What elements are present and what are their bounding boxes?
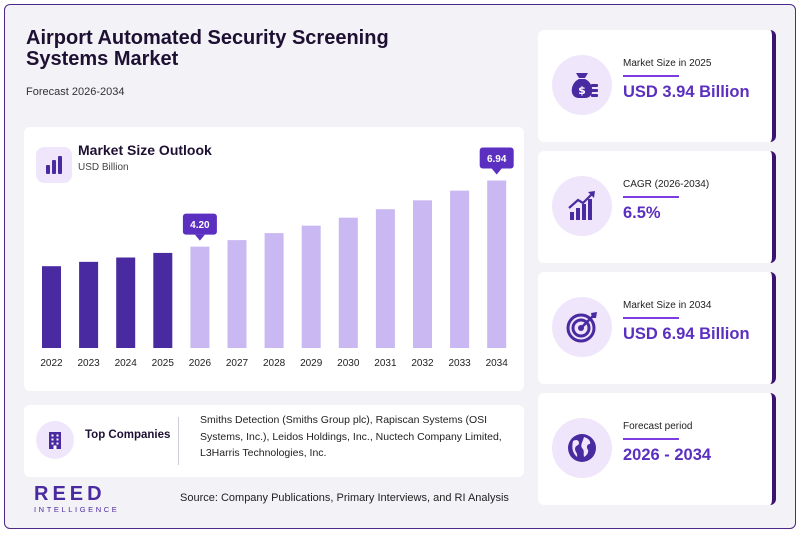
- divider: [178, 417, 179, 465]
- x-tick-label: 2032: [411, 358, 434, 369]
- value-callout-2034: 6.94: [479, 147, 514, 175]
- top-companies-label: Top Companies: [85, 429, 171, 441]
- building-icon: [36, 421, 74, 459]
- callout-box: [182, 213, 217, 235]
- kpi-card-market-size-2025: $ Market Size in 2025 USD 3.94 Billion: [538, 30, 776, 142]
- kpi-value: 2026 - 2034: [623, 446, 712, 464]
- kpi-value: USD 3.94 Billion: [623, 83, 750, 101]
- callout-box: [479, 147, 514, 169]
- globe-icon: [552, 418, 612, 478]
- x-tick-label: 2026: [189, 358, 212, 369]
- bar-2028: [264, 233, 284, 348]
- chart-unit: USD Billion: [78, 162, 129, 173]
- bar-2032: [413, 200, 432, 348]
- x-tick-label: 2029: [300, 358, 323, 369]
- money-bag-icon: $: [552, 55, 612, 115]
- x-tick-label: 2025: [152, 358, 175, 369]
- kpi-label: CAGR (2026-2034): [623, 179, 710, 190]
- page-title: Airport Automated Security Screening Sys…: [26, 27, 389, 70]
- kpi-underline: [623, 196, 679, 198]
- kpi-underline: [623, 317, 679, 319]
- value-callout-2026: 4.20: [182, 213, 217, 241]
- kpi-label: Market Size in 2034: [623, 300, 712, 311]
- chart-card: Market Size Outlook USD Billion 2022 2023…: [24, 127, 524, 391]
- top-companies-list: Smiths Detection (Smiths Group plc), Rap…: [200, 414, 502, 459]
- page-subtitle: Forecast 2026-2034: [26, 86, 125, 98]
- bar-2027: [227, 240, 247, 348]
- x-tick-label: 2028: [263, 358, 286, 369]
- target-icon: [552, 297, 612, 357]
- bar-2033: [450, 190, 470, 348]
- bar-chart: 2022 2023 2024 2025 2026 4.20 2027 2028 2029 2030…: [40, 147, 514, 369]
- bar-chart-icon: [36, 147, 72, 183]
- x-tick-label: 2024: [115, 358, 138, 369]
- kpi-card-cagr: CAGR (2026-2034) 6.5%: [538, 151, 776, 263]
- callout-pointer: [491, 168, 502, 175]
- kpi-value: 6.5%: [623, 204, 661, 222]
- x-tick-label: 2030: [337, 358, 360, 369]
- data-label: 4.20: [190, 220, 210, 231]
- kpi-card-market-size-2034: Market Size in 2034 USD 6.94 Billion: [538, 272, 776, 384]
- bar-2030: [338, 217, 358, 348]
- bar-2025: [153, 252, 173, 348]
- kpi-card-forecast-period: Forecast period 2026 - 2034: [538, 393, 776, 505]
- x-tick-label: 2031: [374, 358, 397, 369]
- callout-pointer: [194, 234, 205, 241]
- bar-2029: [301, 225, 321, 348]
- data-label: 6.94: [487, 154, 507, 165]
- kpi-value: USD 6.94 Billion: [623, 325, 750, 343]
- chart-title: Market Size Outlook: [78, 142, 212, 158]
- x-tick-label: 2034: [486, 358, 509, 369]
- svg-text:$: $: [578, 84, 586, 97]
- x-tick-label: 2027: [226, 358, 249, 369]
- x-tick-label: 2022: [40, 358, 63, 369]
- x-tick-label: 2033: [448, 358, 471, 369]
- kpi-label: Market Size in 2025: [623, 58, 712, 69]
- bar-2026: [190, 246, 210, 348]
- growth-chart-icon: [552, 176, 612, 236]
- top-companies-card: Top Companies Smiths Detection (Smiths G…: [24, 405, 524, 477]
- bar-2023: [79, 261, 99, 348]
- bar-2031: [375, 209, 395, 348]
- kpi-label: Forecast period: [623, 421, 693, 432]
- reed-intelligence-logo: REED INTELLIGENCE: [34, 484, 119, 514]
- bar-2024: [116, 257, 136, 348]
- logo-main: REED: [34, 483, 106, 505]
- kpi-underline: [623, 75, 679, 77]
- bar-2022: [42, 266, 61, 348]
- bar-2034: [487, 180, 507, 348]
- source-note: Source: Company Publications, Primary In…: [180, 492, 509, 504]
- kpi-underline: [623, 438, 679, 440]
- x-tick-label: 2023: [77, 358, 100, 369]
- logo-sub: INTELLIGENCE: [34, 505, 120, 514]
